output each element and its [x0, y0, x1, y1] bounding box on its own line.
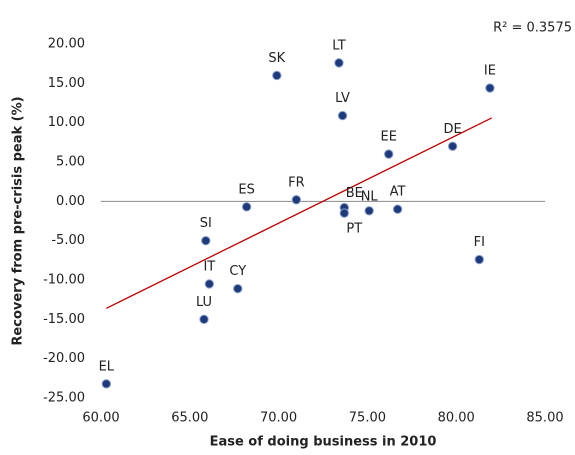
y-tick-label: 5.00: [56, 155, 85, 170]
point-label: LV: [335, 91, 350, 106]
point-label: BE: [346, 186, 363, 201]
point-label: DE: [444, 122, 462, 137]
point: [474, 254, 484, 265]
y-tick-label: -15.00: [43, 312, 85, 327]
point: [364, 206, 374, 216]
point: [233, 283, 243, 294]
y-tick-label: 10.00: [48, 115, 85, 130]
point: [485, 83, 495, 93]
point: [272, 70, 282, 81]
point-label: LT: [332, 38, 345, 53]
point-label: NL: [361, 189, 379, 204]
point-label: SK: [268, 51, 285, 66]
y-axis-title: Recovery from pre-crisis peak (%): [11, 96, 26, 345]
x-tick-label: 65.00: [171, 411, 208, 426]
point: [339, 208, 350, 218]
point: [199, 314, 209, 325]
y-tick-label: -25.00: [43, 391, 85, 406]
x-tick-label: 70.00: [260, 411, 297, 426]
trendline: [106, 117, 493, 309]
point-label: FR: [288, 175, 305, 190]
point-label: IE: [484, 64, 496, 79]
point-label: ES: [238, 182, 254, 197]
point: [384, 149, 394, 159]
point: [201, 235, 211, 246]
point-label: EL: [99, 359, 115, 374]
point: [334, 58, 344, 68]
point: [392, 204, 403, 214]
point: [241, 202, 252, 212]
point-label: SI: [200, 216, 212, 231]
x-tick-label: 75.00: [349, 411, 386, 426]
y-tick-label: -20.00: [43, 351, 85, 366]
point: [101, 379, 112, 389]
y-tick-label: 20.00: [48, 37, 85, 52]
point: [291, 195, 302, 205]
y-tick-label: 0.00: [56, 194, 85, 209]
y-tick-label: 15.00: [48, 76, 85, 91]
x-axis-title: Ease of doing business in 2010: [210, 435, 437, 450]
point-label: LU: [196, 295, 212, 310]
point: [447, 141, 458, 151]
point-label: FI: [474, 235, 485, 250]
point-label: AT: [390, 185, 406, 200]
x-tick-label: 80.00: [438, 411, 475, 426]
x-tick-label: 60.00: [82, 411, 119, 426]
point-label: CY: [229, 264, 246, 279]
y-tick-label: -5.00: [51, 233, 85, 248]
point: [337, 110, 348, 121]
y-tick-label: -10.00: [43, 273, 85, 288]
point-label: EE: [380, 130, 396, 145]
point-label: IT: [203, 259, 215, 274]
r-squared: R² = 0.3575: [493, 21, 572, 36]
point-label: PT: [346, 222, 362, 237]
point: [204, 279, 215, 289]
x-tick-label: 85.00: [526, 411, 563, 426]
